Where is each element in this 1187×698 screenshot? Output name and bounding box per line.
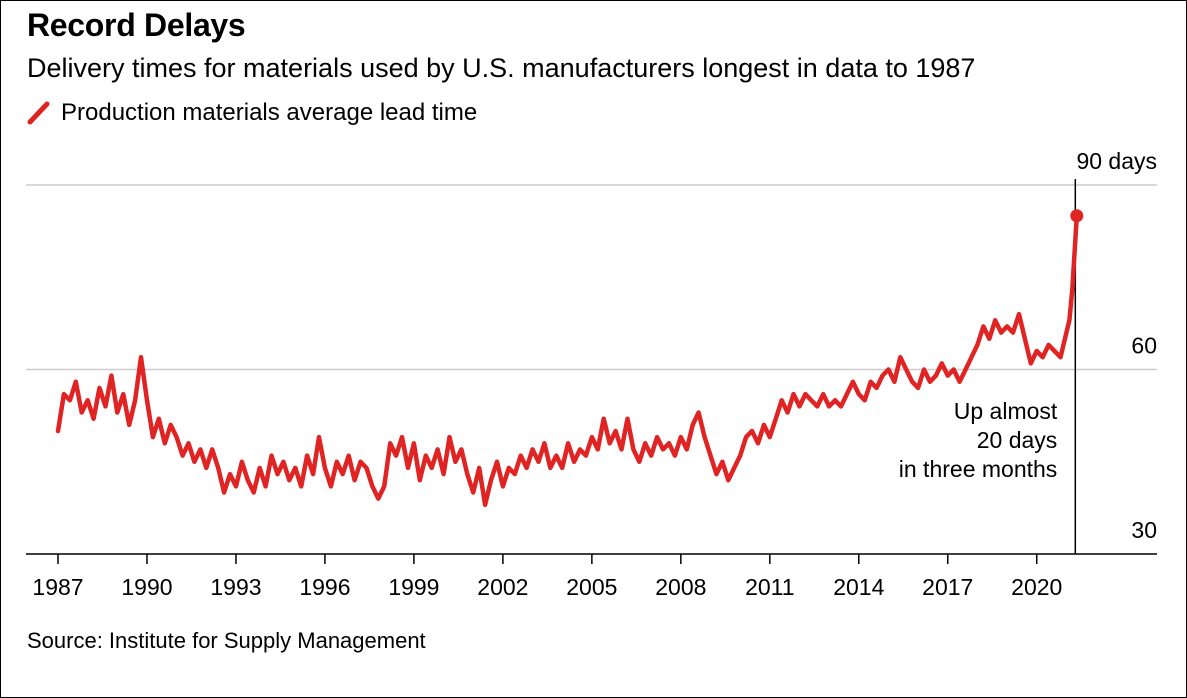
y-tick-label: 90 days	[1076, 148, 1157, 174]
x-tick-label: 2005	[566, 574, 617, 600]
legend-label: Production materials average lead time	[61, 99, 478, 126]
legend-swatch-icon	[27, 101, 50, 125]
x-tick-label: 1987	[32, 574, 83, 600]
y-tick-label: 60	[1131, 333, 1157, 359]
x-tick-label: 1996	[299, 574, 350, 600]
chart-legend: Production materials average lead time	[27, 99, 477, 127]
source-note: Source: Institute for Supply Management	[27, 628, 426, 653]
x-tick-label: 1999	[388, 574, 439, 600]
x-tick-label: 2002	[477, 574, 528, 600]
annotation-text: Up almost 20 days in three months	[899, 398, 1058, 482]
x-tick-label: 2020	[1011, 574, 1062, 600]
x-tick-label: 2008	[655, 574, 706, 600]
x-tick-label: 1990	[121, 574, 172, 600]
x-tick-label: 2014	[833, 574, 884, 600]
chart-title: Record Delays	[27, 7, 246, 43]
x-tick-label: 1993	[210, 574, 261, 600]
latest-point-marker	[1070, 209, 1084, 223]
x-tick-label: 2011	[745, 574, 794, 600]
chart-subtitle: Delivery times for materials used by U.S…	[27, 53, 976, 83]
series-line	[55, 213, 1080, 508]
x-tick-label: 2017	[922, 574, 973, 600]
y-tick-label: 30	[1131, 517, 1157, 543]
